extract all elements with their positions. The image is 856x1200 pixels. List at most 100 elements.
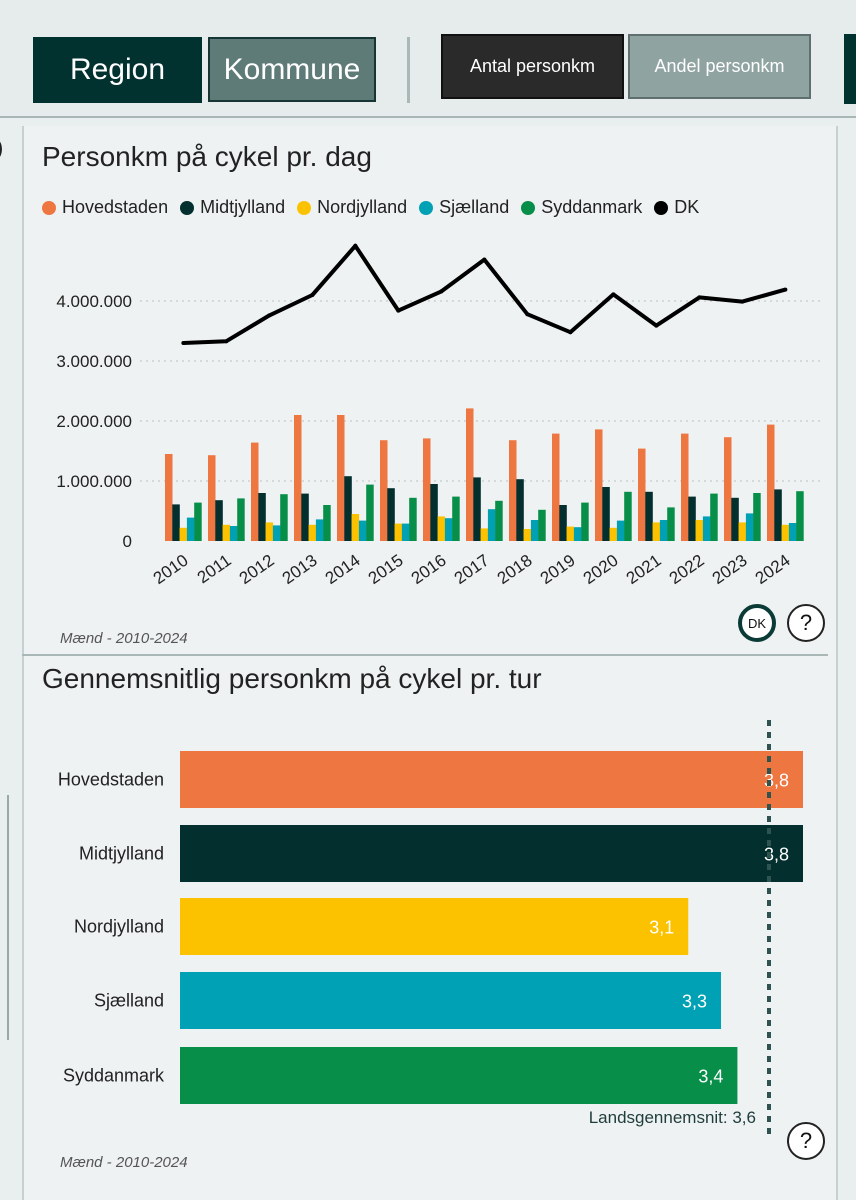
legend-item-sjaelland[interactable]: Sjælland <box>419 197 509 218</box>
bar-nordjylland-2022[interactable] <box>695 520 704 541</box>
bar-syddanmark[interactable] <box>180 1047 738 1104</box>
point-dk-2010[interactable] <box>181 341 186 345</box>
bar-hovedstaden-2018[interactable] <box>509 440 517 541</box>
bar-midtjylland-2016[interactable] <box>430 484 438 541</box>
bar-nordjylland-2016[interactable] <box>437 516 446 541</box>
bar-nordjylland[interactable] <box>180 898 689 955</box>
bar-sjaelland-2018[interactable] <box>530 520 539 541</box>
bar-hovedstaden-2010[interactable] <box>165 454 173 541</box>
bar-sjaelland-2011[interactable] <box>229 526 238 541</box>
point-dk-2020[interactable] <box>611 292 616 297</box>
bar-syddanmark-2013[interactable] <box>323 505 331 541</box>
bar-sjaelland-2024[interactable] <box>788 523 797 541</box>
bar-sjaelland-2014[interactable] <box>358 520 367 541</box>
bar-hovedstaden-2023[interactable] <box>724 437 732 541</box>
bar-sjaelland[interactable] <box>180 972 722 1029</box>
bar-midtjylland-2021[interactable] <box>645 491 653 541</box>
bar-sjaelland-2023[interactable] <box>745 513 754 541</box>
point-dk-2015[interactable] <box>396 308 401 313</box>
bar-syddanmark-2011[interactable] <box>237 498 245 541</box>
bar-nordjylland-2011[interactable] <box>222 524 231 541</box>
bar-syddanmark-2019[interactable] <box>581 502 589 541</box>
point-dk-2021[interactable] <box>654 323 659 328</box>
bar-midtjylland[interactable] <box>180 825 803 882</box>
bar-nordjylland-2023[interactable] <box>738 522 747 541</box>
bar-midtjylland-2011[interactable] <box>215 500 223 541</box>
bar-midtjylland-2018[interactable] <box>516 479 524 541</box>
bar-syddanmark-2024[interactable] <box>796 491 804 541</box>
bar-sjaelland-2013[interactable] <box>315 519 324 541</box>
bar-sjaelland-2021[interactable] <box>659 520 668 541</box>
bar-hovedstaden-2020[interactable] <box>595 429 603 541</box>
help-button-chart2[interactable]: ? <box>787 1122 825 1160</box>
point-dk-2012[interactable] <box>267 313 272 318</box>
bar-sjaelland-2020[interactable] <box>616 520 625 541</box>
bar-nordjylland-2017[interactable] <box>480 528 489 541</box>
bar-midtjylland-2022[interactable] <box>688 496 696 541</box>
bar-hovedstaden-2013[interactable] <box>294 415 302 541</box>
bar-sjaelland-2016[interactable] <box>444 518 453 541</box>
bar-midtjylland-2020[interactable] <box>602 487 610 541</box>
bar-nordjylland-2021[interactable] <box>652 522 661 541</box>
point-dk-2011[interactable] <box>224 339 229 344</box>
bar-hovedstaden-2024[interactable] <box>767 424 775 541</box>
bar-midtjylland-2012[interactable] <box>258 493 266 541</box>
bar-nordjylland-2013[interactable] <box>308 524 317 541</box>
toolbar-edge-button[interactable] <box>844 34 856 104</box>
point-dk-2022[interactable] <box>697 295 702 300</box>
point-dk-2013[interactable] <box>310 293 315 297</box>
legend-item-midtjylland[interactable]: Midtjylland <box>180 197 285 218</box>
bar-midtjylland-2023[interactable] <box>731 497 739 541</box>
bar-midtjylland-2019[interactable] <box>559 505 567 541</box>
bar-hovedstaden-2017[interactable] <box>466 408 474 541</box>
bar-syddanmark-2016[interactable] <box>452 496 460 541</box>
bar-midtjylland-2014[interactable] <box>344 476 352 541</box>
point-dk-2016[interactable] <box>439 289 444 294</box>
bar-syddanmark-2014[interactable] <box>366 484 374 541</box>
legend-item-nordjylland[interactable]: Nordjylland <box>297 197 407 218</box>
point-dk-2018[interactable] <box>525 312 530 317</box>
bar-syddanmark-2010[interactable] <box>194 502 202 541</box>
bar-syddanmark-2023[interactable] <box>753 493 761 541</box>
bar-midtjylland-2015[interactable] <box>387 488 395 541</box>
bar-syddanmark-2018[interactable] <box>538 509 546 541</box>
bar-hovedstaden-2015[interactable] <box>380 440 388 541</box>
bar-midtjylland-2024[interactable] <box>774 489 782 541</box>
legend-item-hovedstaden[interactable]: Hovedstaden <box>42 197 168 218</box>
bar-hovedstaden-2021[interactable] <box>638 448 646 541</box>
bar-syddanmark-2012[interactable] <box>280 494 288 541</box>
bar-nordjylland-2015[interactable] <box>394 523 403 541</box>
kommune-button[interactable]: Kommune <box>208 37 376 102</box>
bar-midtjylland-2017[interactable] <box>473 477 481 541</box>
bar-nordjylland-2012[interactable] <box>265 522 274 541</box>
antal-personkm-button[interactable]: Antal personkm <box>441 34 624 99</box>
bar-syddanmark-2021[interactable] <box>667 507 675 541</box>
bar-syddanmark-2017[interactable] <box>495 500 503 541</box>
bar-hovedstaden-2011[interactable] <box>208 455 216 541</box>
point-dk-2017[interactable] <box>482 257 487 262</box>
bar-sjaelland-2010[interactable] <box>186 517 195 541</box>
bar-midtjylland-2013[interactable] <box>301 493 309 541</box>
region-button[interactable]: Region <box>33 37 202 103</box>
bar-nordjylland-2014[interactable] <box>351 514 360 541</box>
point-dk-2019[interactable] <box>568 330 573 335</box>
bar-sjaelland-2022[interactable] <box>702 516 711 541</box>
point-dk-2023[interactable] <box>740 299 745 304</box>
legend-item-dk[interactable]: DK <box>654 197 699 218</box>
bar-nordjylland-2020[interactable] <box>609 527 618 541</box>
bar-nordjylland-2019[interactable] <box>566 526 575 541</box>
bar-sjaelland-2015[interactable] <box>401 523 410 541</box>
bar-nordjylland-2018[interactable] <box>523 529 532 541</box>
point-dk-2014[interactable] <box>353 243 358 248</box>
bar-hovedstaden-2012[interactable] <box>251 442 259 541</box>
point-dk-2024[interactable] <box>783 287 788 292</box>
bar-sjaelland-2017[interactable] <box>487 509 496 541</box>
bar-syddanmark-2015[interactable] <box>409 497 417 541</box>
bar-sjaelland-2012[interactable] <box>272 525 281 541</box>
bar-hovedstaden-2016[interactable] <box>423 438 431 541</box>
bar-hovedstaden[interactable] <box>180 751 803 808</box>
andel-personkm-button[interactable]: Andel personkm <box>628 34 811 99</box>
bar-nordjylland-2024[interactable] <box>781 524 790 541</box>
bar-hovedstaden-2022[interactable] <box>681 433 689 541</box>
bar-syddanmark-2022[interactable] <box>710 493 718 541</box>
